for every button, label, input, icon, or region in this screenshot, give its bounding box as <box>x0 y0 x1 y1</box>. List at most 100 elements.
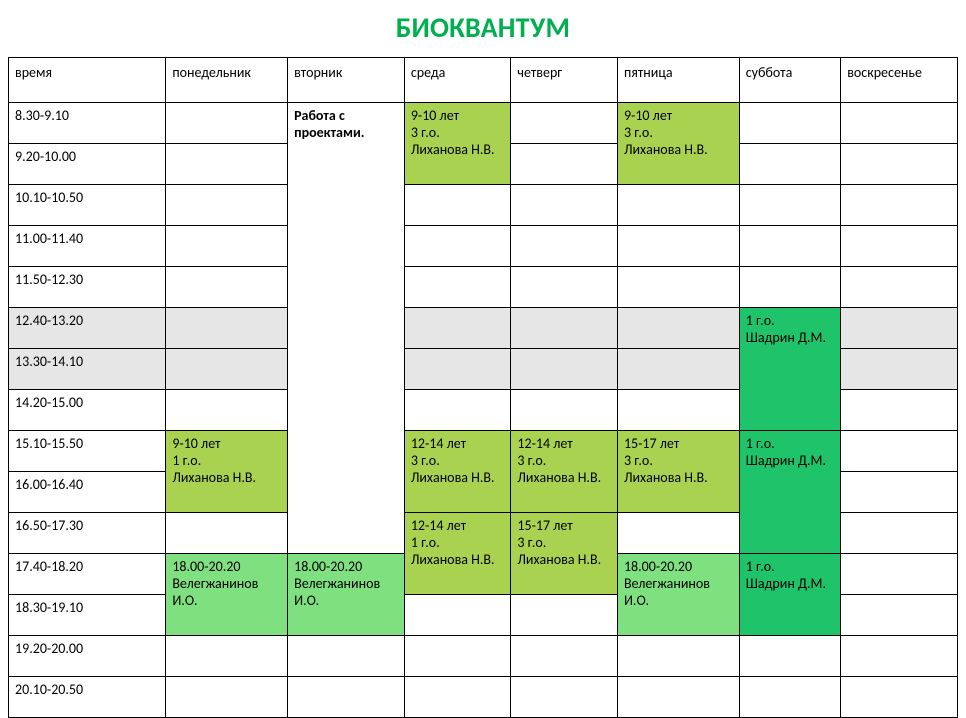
table-row: 11.00-11.40 <box>9 226 958 267</box>
block-wed_910_3go: 9-10 лет3 г.о.Лиханова Н.В. <box>404 103 511 185</box>
empty-cell <box>739 636 840 677</box>
empty-cell <box>617 390 739 431</box>
schedule-table-wrap: времяпонедельниквторниксредачетвергпятни… <box>0 57 966 718</box>
empty-cell <box>166 390 288 431</box>
empty-cell <box>166 636 288 677</box>
empty-cell <box>166 103 288 144</box>
block-fri_1517_3go: 15-17 лет3 г.о.Лиханова Н.В. <box>617 431 739 513</box>
schedule-table: времяпонедельниквторниксредачетвергпятни… <box>8 57 958 718</box>
table-row: 19.20-20.00 <box>9 636 958 677</box>
empty-cell <box>404 185 511 226</box>
empty-cell <box>739 226 840 267</box>
col-header-fri: пятница <box>617 58 739 103</box>
time-cell: 8.30-9.10 <box>9 103 166 144</box>
block-fri_velezh: 18.00-20.20Велегжанинов И.О. <box>617 554 739 636</box>
empty-cell <box>511 185 618 226</box>
col-header-tue: вторник <box>288 58 405 103</box>
empty-cell <box>288 636 405 677</box>
col-header-mon: понедельник <box>166 58 288 103</box>
empty-cell <box>617 267 739 308</box>
header-row: времяпонедельниквторниксредачетвергпятни… <box>9 58 958 103</box>
empty-cell <box>617 226 739 267</box>
empty-cell <box>404 636 511 677</box>
empty-cell <box>166 185 288 226</box>
empty-cell <box>841 472 958 513</box>
empty-cell <box>841 636 958 677</box>
col-header-time: время <box>9 58 166 103</box>
empty-cell <box>404 595 511 636</box>
block-grey_row6 <box>404 308 511 349</box>
empty-cell <box>166 677 288 718</box>
block-sat_1go_a: 1 г.о.Шадрин Д.М. <box>739 308 840 431</box>
block-grey_row6 <box>166 308 288 349</box>
block-thu_1214_3go: 12-14 лет3 г.о.Лиханова Н.В. <box>511 431 618 513</box>
empty-cell <box>841 431 958 472</box>
col-header-sat: суббота <box>739 58 840 103</box>
block-grey_row6 <box>841 308 958 349</box>
empty-cell <box>511 144 618 185</box>
time-cell: 18.30-19.10 <box>9 595 166 636</box>
time-cell: 11.50-12.30 <box>9 267 166 308</box>
block-grey_row7 <box>841 349 958 390</box>
empty-cell <box>841 226 958 267</box>
empty-cell <box>739 267 840 308</box>
block-fri_910_3go: 9-10 лет3 г.о.Лиханова Н.В. <box>617 103 739 185</box>
table-row: 8.30-9.10Работа с проектами.9-10 лет3 г.… <box>9 103 958 144</box>
empty-cell <box>511 390 618 431</box>
time-cell: 11.00-11.40 <box>9 226 166 267</box>
empty-cell <box>511 267 618 308</box>
col-header-wed: среда <box>404 58 511 103</box>
time-cell: 17.40-18.20 <box>9 554 166 595</box>
empty-cell <box>841 595 958 636</box>
empty-cell <box>166 144 288 185</box>
empty-cell <box>404 267 511 308</box>
empty-cell <box>739 144 840 185</box>
block-grey_row7 <box>617 349 739 390</box>
empty-cell <box>739 185 840 226</box>
empty-cell <box>288 677 405 718</box>
block-wed_1214_3go: 12-14 лет3 г.о.Лиханова Н.В. <box>404 431 511 513</box>
empty-cell <box>841 144 958 185</box>
time-cell: 19.20-20.00 <box>9 636 166 677</box>
block-thu_1517_3go: 15-17 лет3 г.о.Лиханова Н.В. <box>511 513 618 595</box>
time-cell: 13.30-14.10 <box>9 349 166 390</box>
col-header-sun: воскресенье <box>841 58 958 103</box>
empty-cell <box>739 103 840 144</box>
empty-cell <box>617 513 739 554</box>
time-cell: 10.10-10.50 <box>9 185 166 226</box>
block-grey_row6 <box>617 308 739 349</box>
block-grey_row7 <box>166 349 288 390</box>
time-cell: 14.20-15.00 <box>9 390 166 431</box>
empty-cell <box>841 677 958 718</box>
empty-cell <box>617 185 739 226</box>
empty-cell <box>511 677 618 718</box>
block-sat_1go_b: 1 г.о.Шадрин Д.М. <box>739 431 840 554</box>
empty-cell <box>841 390 958 431</box>
empty-cell <box>617 636 739 677</box>
col-header-thu: четверг <box>511 58 618 103</box>
empty-cell <box>404 677 511 718</box>
block-mon_910_1go: 9-10 лет1 г.о.Лиханова Н.В. <box>166 431 288 513</box>
block-mon_velezh: 18.00-20.20Велегжанинов И.О. <box>166 554 288 636</box>
empty-cell <box>511 103 618 144</box>
table-row: 11.50-12.30 <box>9 267 958 308</box>
time-cell: 16.00-16.40 <box>9 472 166 513</box>
block-grey_row6 <box>511 308 618 349</box>
block-tue_projects: Работа с проектами. <box>288 103 405 554</box>
empty-cell <box>617 677 739 718</box>
block-sat_1go_c: 1 г.о.Шадрин Д.М. <box>739 554 840 636</box>
time-cell: 16.50-17.30 <box>9 513 166 554</box>
time-cell: 9.20-10.00 <box>9 144 166 185</box>
empty-cell <box>166 267 288 308</box>
table-row: 15.10-15.509-10 лет1 г.о.Лиханова Н.В.12… <box>9 431 958 472</box>
table-row: 20.10-20.50 <box>9 677 958 718</box>
empty-cell <box>166 226 288 267</box>
empty-cell <box>841 267 958 308</box>
block-tue_velezh: 18.00-20.20Велегжанинов И.О. <box>288 554 405 636</box>
empty-cell <box>511 595 618 636</box>
empty-cell <box>739 677 840 718</box>
time-cell: 12.40-13.20 <box>9 308 166 349</box>
time-cell: 20.10-20.50 <box>9 677 166 718</box>
empty-cell <box>404 226 511 267</box>
empty-cell <box>841 185 958 226</box>
